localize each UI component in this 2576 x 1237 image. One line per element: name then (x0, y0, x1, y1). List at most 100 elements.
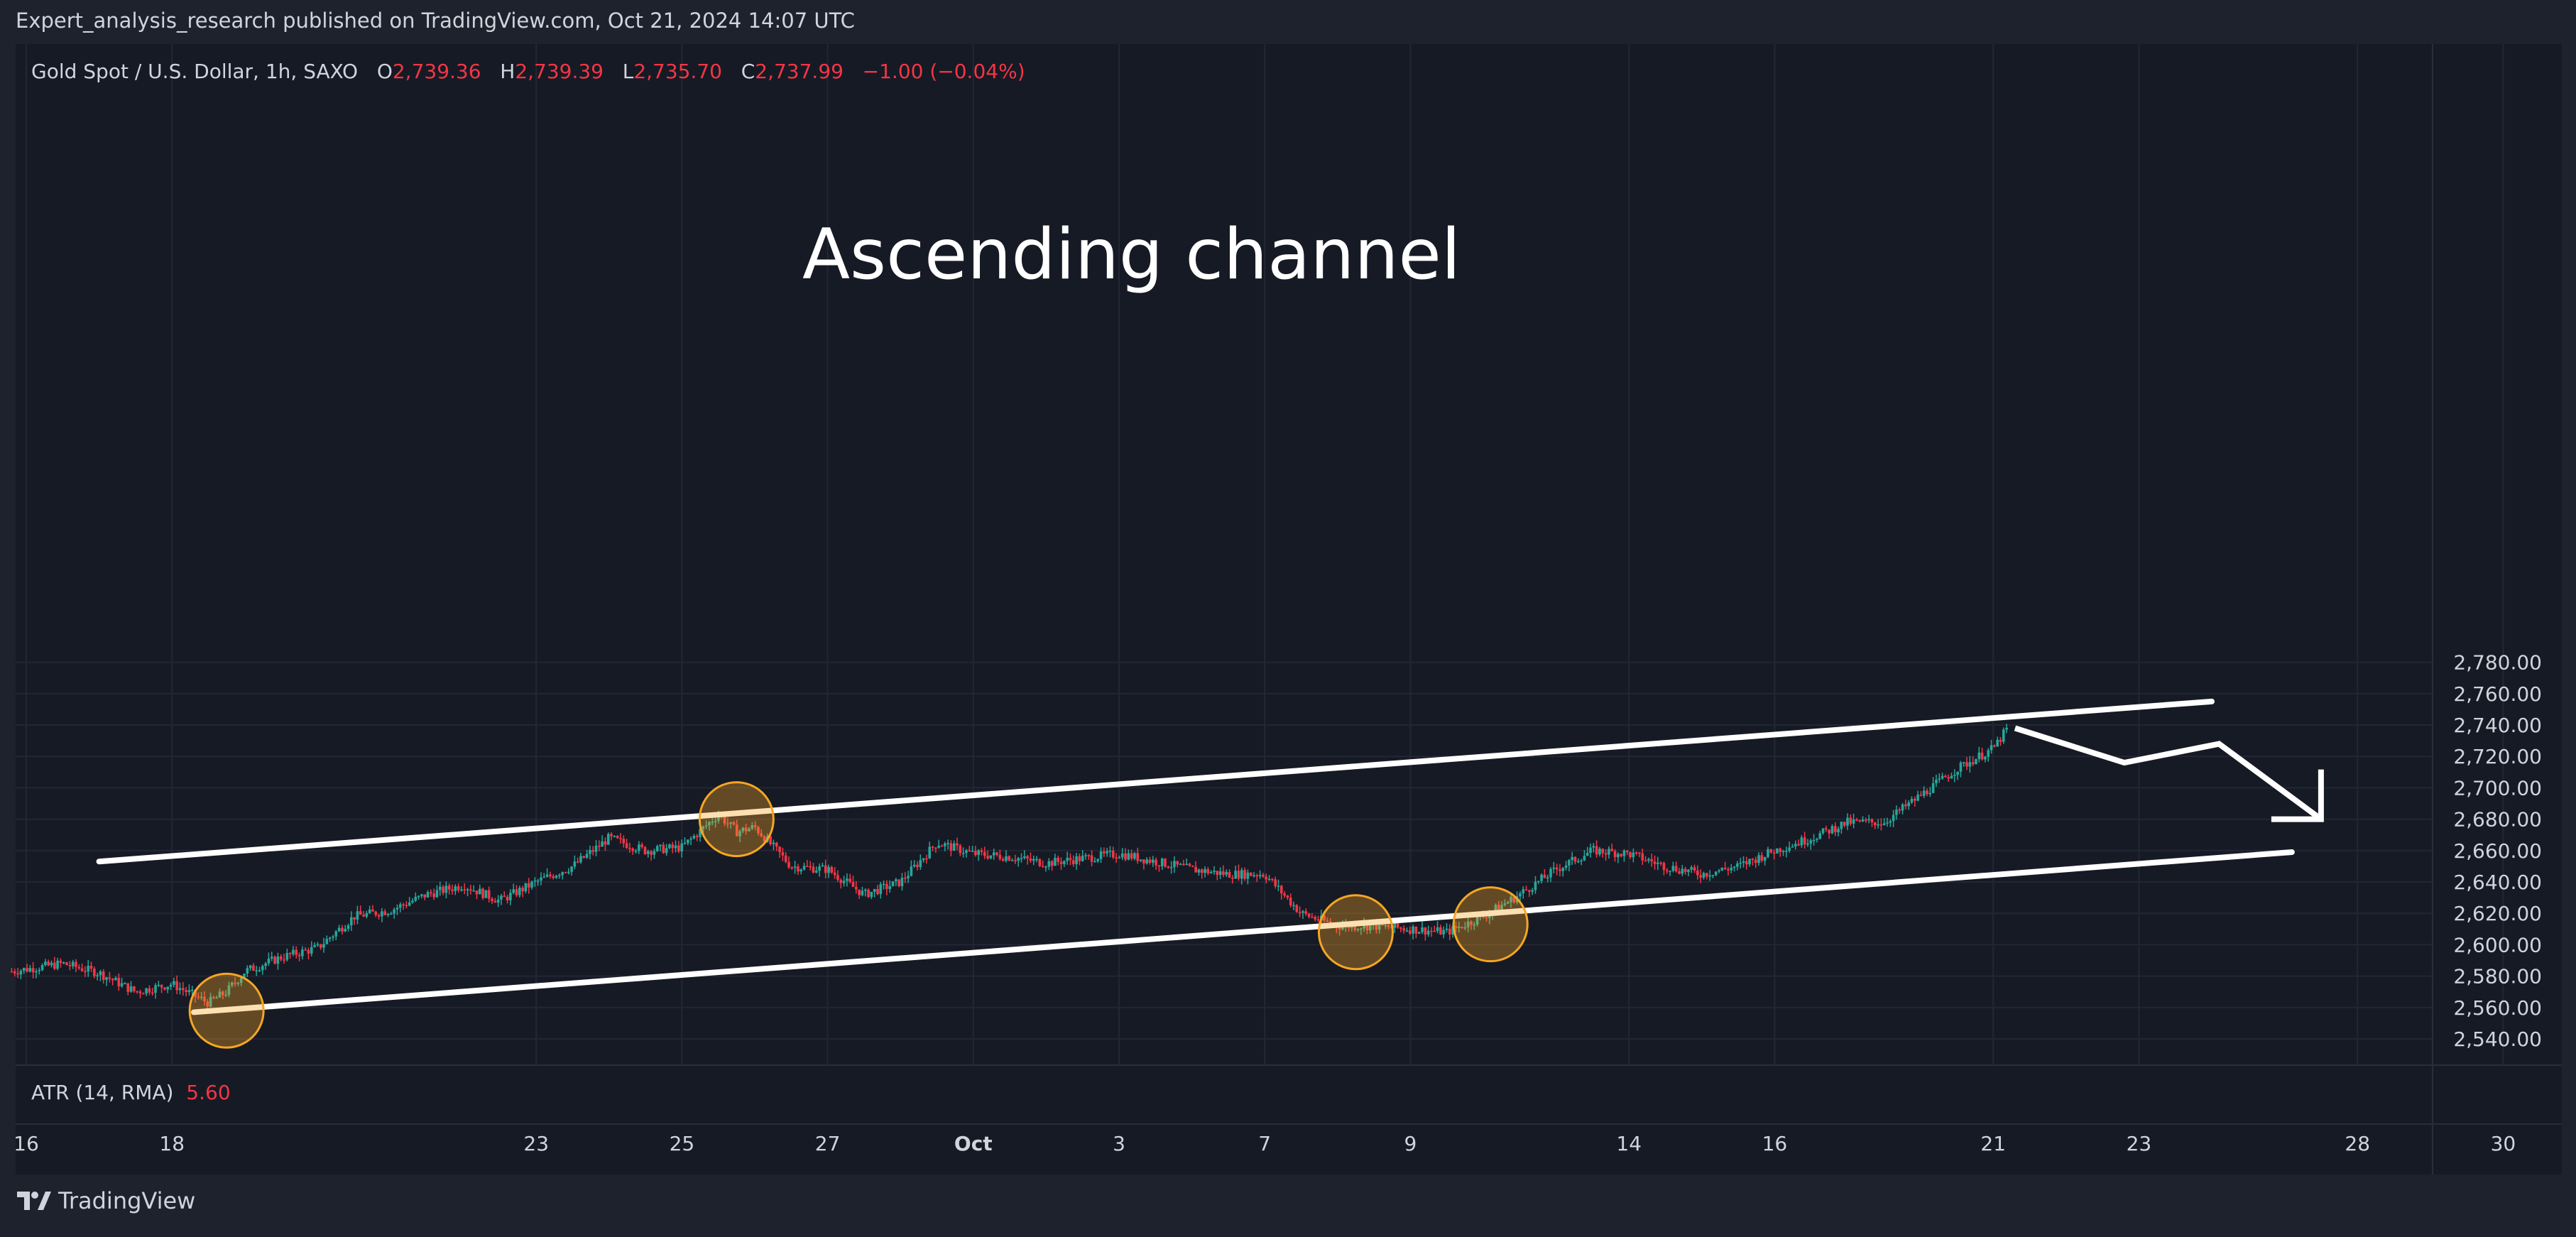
candle-body (1237, 871, 1240, 879)
candle-body (797, 866, 799, 872)
candle-body (573, 861, 577, 867)
candle-body (1781, 851, 1785, 853)
candle-body (1466, 921, 1470, 927)
candle-body (285, 953, 289, 960)
candle-body (1812, 839, 1816, 841)
candle-body (870, 891, 873, 898)
candle-body (84, 971, 87, 972)
candle-body (549, 874, 552, 876)
candle-body (1115, 857, 1118, 859)
x-tick-label: 16 (1762, 1132, 1788, 1155)
candle-body (879, 884, 883, 895)
candle-body (1118, 857, 1121, 859)
candle-body (1246, 872, 1250, 879)
candle-body (1396, 922, 1399, 928)
candle-body (1010, 860, 1014, 861)
candle-body (949, 843, 953, 851)
candle-body (1155, 859, 1157, 866)
candle-body (408, 902, 411, 906)
candle-body (1693, 867, 1696, 871)
candle-body (93, 969, 96, 976)
candle-body (1926, 790, 1928, 795)
candle-body (1882, 823, 1886, 825)
candle-body (1613, 851, 1617, 858)
candle-body (1916, 795, 1919, 801)
candle-body (1629, 852, 1632, 858)
candle-body (1879, 824, 1883, 826)
chart-pane[interactable] (16, 44, 2562, 1175)
candle-body (512, 889, 515, 893)
candle-body (1736, 863, 1739, 867)
candle-body (1524, 889, 1528, 890)
candle-body (650, 851, 653, 855)
candle-body (1384, 925, 1387, 927)
candle-body (1840, 822, 1843, 829)
tradingview-footer[interactable]: TradingView (16, 1187, 195, 1214)
candle-body (466, 889, 469, 890)
candle-body (273, 957, 276, 964)
candle-body (695, 836, 699, 837)
x-tick-label: 18 (159, 1132, 185, 1155)
candle-body (145, 988, 148, 994)
candle-body (527, 883, 530, 888)
candle-body (1439, 927, 1442, 935)
candle-body (598, 845, 601, 847)
candle-body (332, 936, 334, 938)
candle-body (1806, 843, 1809, 845)
candle-body (395, 908, 399, 910)
candle-body (971, 851, 974, 852)
candle-body (1650, 859, 1654, 862)
candle-body (475, 890, 479, 895)
x-tick-label: Oct (954, 1132, 993, 1155)
candle-body (374, 911, 378, 915)
symbol-legend: Gold Spot / U.S. Dollar, 1h, SAXO O2,739… (31, 60, 1025, 83)
candle-body (386, 914, 390, 915)
candle-body (1399, 927, 1402, 929)
ascending-channel-annotation: Ascending channel (802, 214, 1461, 295)
y-tick-label: 2,620.00 (2453, 902, 2542, 925)
candle-body (895, 879, 897, 882)
candle-body (1625, 850, 1629, 853)
candle-body (1274, 879, 1277, 886)
candle-body (487, 890, 491, 899)
candle-body (1644, 860, 1647, 862)
x-tick-label: 14 (1616, 1132, 1642, 1155)
candle-body (1457, 927, 1461, 928)
candle-body (1206, 868, 1210, 873)
candle-body (692, 836, 696, 839)
candle-body (1892, 814, 1895, 822)
published-header: Expert_analysis_research published on Tr… (16, 9, 855, 33)
candle-body (1800, 837, 1803, 846)
candle-body (1928, 792, 1932, 795)
candle-body (638, 844, 640, 851)
candle-body (1087, 855, 1091, 856)
candle-body (405, 905, 408, 906)
candle-body (1714, 871, 1718, 876)
candle-body (500, 895, 503, 900)
candle-body (1267, 878, 1271, 881)
candle-body (154, 985, 157, 993)
candle-body (1996, 739, 1999, 747)
candle-body (1353, 925, 1357, 930)
candle-body (1169, 867, 1173, 868)
candle-body (814, 871, 818, 873)
candle-body (362, 915, 365, 917)
candle-body (1833, 826, 1837, 832)
candle-body (1160, 859, 1164, 866)
candle-body (1947, 777, 1950, 779)
candle-body (19, 971, 23, 975)
candle-body (1005, 856, 1008, 861)
candle-body (444, 885, 448, 893)
candle-body (1316, 919, 1320, 921)
candle-body (44, 961, 47, 966)
candle-body (1797, 844, 1800, 846)
candle-body (148, 988, 151, 993)
candle-body (980, 850, 983, 852)
candle-body (1690, 867, 1693, 870)
candle-body (1941, 775, 1944, 779)
candle-body (1968, 762, 1972, 767)
candle-body (215, 997, 218, 999)
candle-body (628, 848, 631, 849)
candle-body (1424, 927, 1427, 935)
